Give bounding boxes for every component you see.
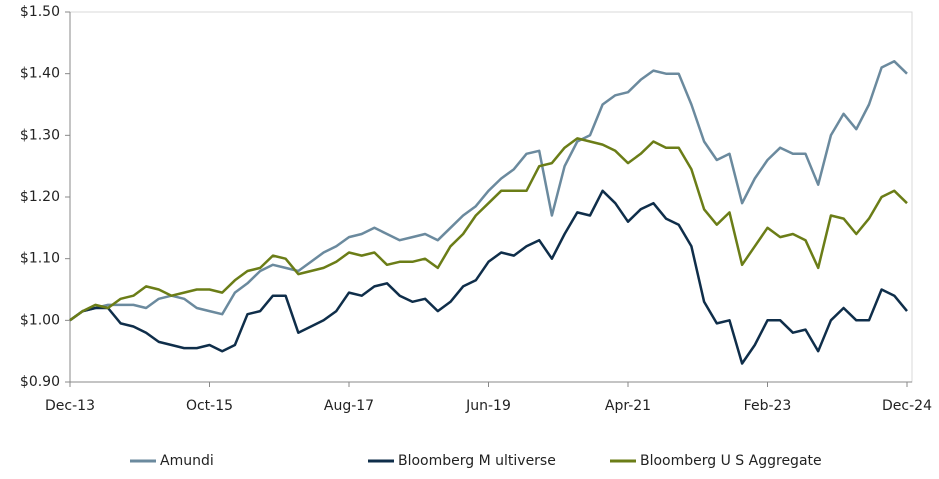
series-line [69,189,908,365]
series-line [69,60,908,322]
x-tick-label: Dec-13 [45,398,95,414]
x-tick-label: Feb-23 [744,398,792,414]
y-tick-label: $1.00 [20,312,60,328]
legend-label: Amundi [160,453,214,469]
y-tick-label: $1.20 [20,189,60,205]
x-tick-label: Dec-24 [882,398,932,414]
x-tick-label: Apr-21 [605,398,651,414]
x-tick-label: Jun-19 [465,398,511,414]
y-tick-label: $1.30 [20,127,60,143]
x-tick-label: Oct-15 [186,398,233,414]
y-tick-label: $1.40 [20,66,60,82]
y-tick-label: $1.50 [20,4,60,20]
y-tick-label: $0.90 [20,374,60,390]
series-line [69,137,908,322]
legend-label: Bloomberg U S Aggregate [640,453,822,469]
legend-label: Bloomberg M ultiverse [398,453,556,469]
y-tick-label: $1.10 [20,251,60,267]
x-tick-label: Aug-17 [324,398,374,414]
